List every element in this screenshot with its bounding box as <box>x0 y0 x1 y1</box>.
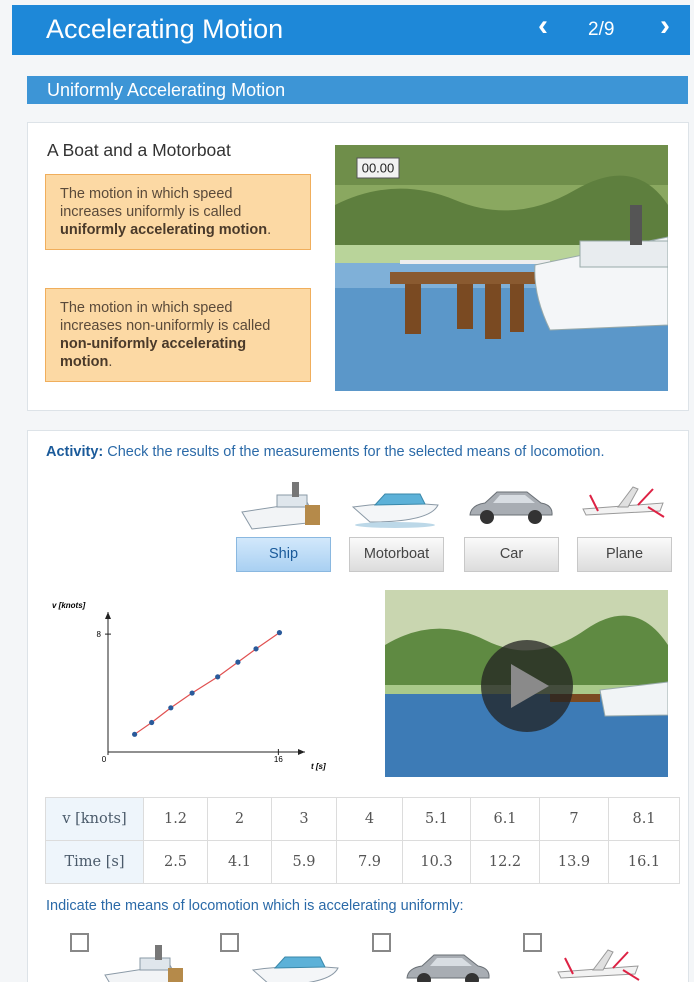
table-cell: 1.2 <box>144 798 208 841</box>
table-cell: 8.1 <box>609 798 680 841</box>
y-tick-label: 8 <box>97 630 102 639</box>
data-point <box>149 720 154 725</box>
option-button[interactable]: Car <box>464 537 559 572</box>
option-button[interactable]: Motorboat <box>349 537 444 572</box>
table-cell: 3 <box>272 798 337 841</box>
data-point <box>132 732 137 737</box>
question: Indicate the means of locomotion which i… <box>46 898 463 914</box>
option-button[interactable]: Ship <box>236 537 331 572</box>
checkbox-icon-art <box>407 955 489 982</box>
checkbox-icon <box>250 940 340 982</box>
next-button[interactable]: › <box>660 9 670 43</box>
activity-label: Activity: <box>46 444 103 460</box>
option-button[interactable]: Plane <box>577 537 672 572</box>
table-cell: 4.1 <box>208 841 272 884</box>
graph: v [knots] t [s] 0 16 8 <box>40 595 340 780</box>
table-cell: 10.3 <box>403 841 471 884</box>
option-icon-art <box>353 494 438 528</box>
option-icon-art <box>583 487 664 517</box>
table-cell: 13.9 <box>540 841 609 884</box>
activity-text: Check the results of the measurements fo… <box>107 444 604 460</box>
definition-term: non-uniformly accelerating motion <box>60 336 246 370</box>
table-cell: 4 <box>337 798 403 841</box>
definition-box: The motion in which speed increases unif… <box>45 174 311 250</box>
header-title: Accelerating Motion <box>46 14 283 45</box>
table-cell: 2.5 <box>144 841 208 884</box>
table-cell: 7 <box>540 798 609 841</box>
definition-term: uniformly accelerating motion <box>60 222 267 238</box>
page-indicator: 2/9 <box>588 19 614 41</box>
option-icon-art <box>242 482 320 529</box>
checkbox[interactable] <box>372 933 391 952</box>
row-header: Time [s] <box>46 841 144 884</box>
definition-end: . <box>267 222 271 238</box>
header-bar: Accelerating Motion ‹ 2/9 › <box>12 5 690 55</box>
data-point <box>277 630 282 635</box>
definition-end: . <box>108 354 112 370</box>
definition-box: The motion in which speed increases non-… <box>45 288 311 382</box>
table-cell: 5.9 <box>272 841 337 884</box>
table-cell: 7.9 <box>337 841 403 884</box>
option-icon <box>237 477 327 532</box>
table-cell: 5.1 <box>403 798 471 841</box>
table-cell: 16.1 <box>609 841 680 884</box>
checkbox-icon-art <box>558 950 639 980</box>
table-cell: 6.1 <box>471 798 540 841</box>
checkbox-icon <box>553 940 643 982</box>
x-tick-label: 16 <box>274 755 283 764</box>
data-point <box>190 690 195 695</box>
x-axis-arrow <box>298 749 305 755</box>
table-cell: 2 <box>208 798 272 841</box>
option-icon <box>350 477 440 532</box>
checkbox-icon <box>402 940 492 982</box>
checkbox-icon <box>100 940 190 982</box>
option-icon <box>465 477 555 532</box>
data-point <box>215 674 220 679</box>
data-point <box>168 705 173 710</box>
definition-text: The motion in which speed increases unif… <box>60 186 241 220</box>
intro-heading: A Boat and a Motorboat <box>47 140 231 161</box>
page: Accelerating Motion ‹ 2/9 › Uniformly Ac… <box>0 0 694 982</box>
boat-scene: 00.00 <box>335 145 668 391</box>
option-icon-art <box>470 492 552 524</box>
video-player[interactable] <box>385 590 668 777</box>
data-point <box>235 660 240 665</box>
checkbox-icon-art <box>105 945 183 982</box>
activity-instruction: Activity:Check the results of the measur… <box>46 443 666 462</box>
x-tick-label: 0 <box>102 755 107 764</box>
timer: 00.00 <box>362 160 395 175</box>
option-icon <box>578 477 668 532</box>
x-axis-label: t [s] <box>311 762 326 771</box>
data-point <box>253 646 258 651</box>
y-axis-arrow <box>105 612 111 619</box>
checkbox[interactable] <box>220 933 239 952</box>
definition-text: The motion in which speed increases non-… <box>60 300 270 334</box>
section-title: Uniformly Accelerating Motion <box>47 80 285 101</box>
checkbox-icon-art <box>253 957 338 982</box>
row-header: v [knots] <box>46 798 144 841</box>
section-bar: Uniformly Accelerating Motion <box>27 76 688 104</box>
y-axis-label: v [knots] <box>52 601 86 610</box>
table-cell: 12.2 <box>471 841 540 884</box>
checkbox[interactable] <box>523 933 542 952</box>
checkbox[interactable] <box>70 933 89 952</box>
prev-button[interactable]: ‹ <box>538 9 548 43</box>
